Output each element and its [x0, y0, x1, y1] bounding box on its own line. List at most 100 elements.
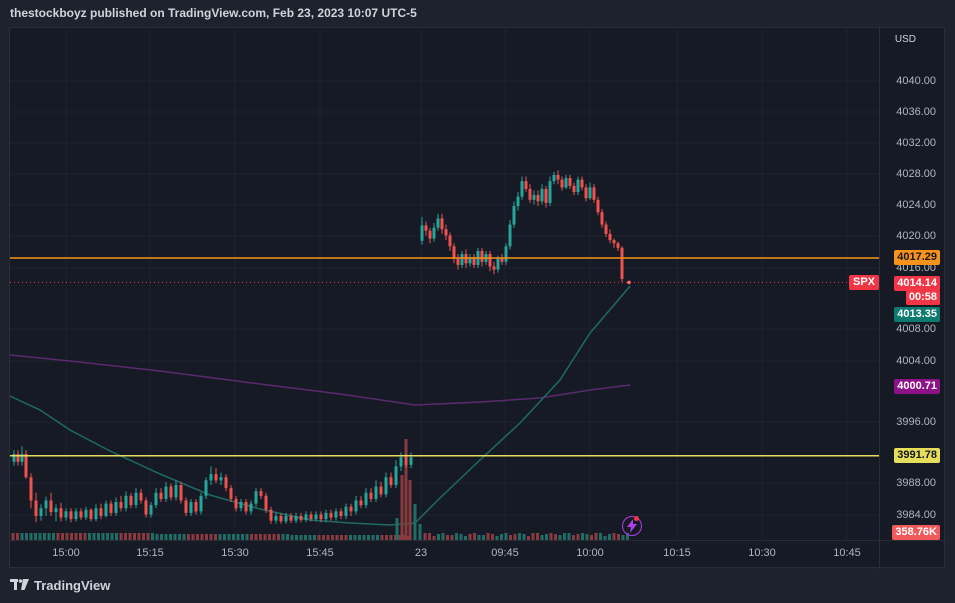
volume-bar [358, 535, 361, 540]
last-price-tag: 4014.14 [894, 276, 940, 291]
lightning-icon[interactable] [622, 516, 642, 536]
plot-area[interactable]: SPX [10, 28, 879, 540]
volume-bar [428, 533, 431, 540]
volume-bar [371, 535, 375, 540]
volume-bar [437, 534, 440, 540]
volume-bar [281, 534, 285, 540]
volume-bar [254, 534, 258, 540]
candle-body [516, 196, 520, 206]
volume-bar [106, 533, 109, 540]
volume-bar [65, 533, 69, 540]
price-tick-label: 4004.00 [896, 355, 936, 367]
chart-frame[interactable]: SPX USD 4040.00 4036.00 4032.00 4028.00 4024… [9, 27, 946, 569]
ema-slow-line [10, 354, 631, 406]
candle-body [214, 474, 218, 481]
volume-bar [214, 534, 217, 540]
volume-bar [151, 533, 154, 540]
candle-body [608, 233, 612, 241]
volume-bar [558, 535, 562, 540]
candle-body [334, 511, 338, 518]
volume-bar [545, 534, 548, 540]
volume-bar [97, 533, 100, 540]
volume-bar [16, 533, 19, 540]
candle-body [49, 500, 53, 513]
price-tick-label: 3984.00 [896, 509, 936, 521]
candle-body [89, 509, 93, 520]
candle-body [500, 258, 504, 262]
candle-body [94, 508, 98, 520]
candle-body [488, 254, 492, 267]
candle-body [279, 516, 283, 522]
volume-bar [61, 533, 64, 540]
symbol-tag[interactable]: SPX [849, 275, 879, 290]
candle-body [456, 258, 460, 265]
volume-bar [432, 536, 436, 540]
candle-body [309, 514, 313, 520]
candle-body [54, 508, 58, 513]
currency-label[interactable]: USD [894, 34, 916, 45]
volume-bar [34, 533, 37, 540]
candle-body [552, 175, 556, 182]
price-axis[interactable]: USD 4040.00 4036.00 4032.00 4028.00 4024.00 4… [879, 28, 946, 540]
candle-body [620, 247, 624, 279]
candle-body [344, 506, 348, 516]
volume-bar [576, 534, 580, 540]
volume-bar [218, 534, 222, 540]
candle-body [184, 500, 188, 513]
candle-body [129, 495, 133, 506]
candle-body [588, 187, 592, 199]
volume-bar [110, 533, 114, 540]
volume-bar [200, 534, 204, 540]
candle-body [508, 224, 512, 247]
volume-bar [585, 534, 589, 540]
candle-body [299, 516, 303, 520]
candle-body [448, 235, 452, 247]
candle-body [194, 502, 198, 512]
volume-bar [290, 535, 294, 540]
volume-bar [304, 535, 307, 540]
notification-dot [634, 516, 639, 521]
footer-brand[interactable]: TradingView [10, 577, 110, 593]
candle-body [428, 230, 432, 239]
candle-body [432, 227, 436, 239]
candle-body [374, 486, 378, 499]
volume-bar [441, 533, 445, 540]
candle-body [404, 457, 408, 465]
time-axis[interactable]: 15:00 15:15 15:30 15:45 23 09:45 10:00 10:15 10:… [10, 540, 879, 569]
volume-bar [272, 534, 276, 540]
candle-body [496, 258, 500, 270]
volume-bar [400, 475, 404, 540]
volume-bar [418, 524, 422, 540]
volume-bar [268, 534, 271, 540]
volume-bar [608, 534, 611, 540]
price-tick-label: 4040.00 [896, 75, 936, 87]
candle-body [452, 246, 456, 259]
volume-bar [182, 534, 186, 540]
volume-bar [209, 534, 213, 540]
volume-bar [38, 533, 42, 540]
candle-body [189, 502, 193, 513]
volume-bar [594, 533, 598, 540]
volume-bar [513, 534, 517, 540]
candle-body [492, 266, 496, 270]
candle-body [144, 500, 148, 515]
candle-body [354, 500, 358, 512]
volume-bar [563, 533, 566, 540]
volume-bar [344, 535, 348, 540]
candle-body [104, 503, 108, 516]
volume-bar [196, 534, 199, 540]
volume-bar [70, 533, 73, 540]
candle-body [379, 486, 383, 495]
candle-body [564, 178, 568, 188]
last-price-dot [627, 280, 631, 285]
volume-bar [531, 533, 535, 540]
price-chart[interactable] [10, 28, 879, 540]
candle-body [572, 185, 576, 193]
time-tick-label: 09:45 [491, 547, 519, 559]
volume-bar [612, 533, 616, 540]
volume-bar [554, 534, 557, 540]
volume-bar [308, 535, 312, 540]
candle-body [409, 457, 413, 465]
price-tick-label: 4032.00 [896, 137, 936, 149]
candle-body [134, 492, 138, 506]
